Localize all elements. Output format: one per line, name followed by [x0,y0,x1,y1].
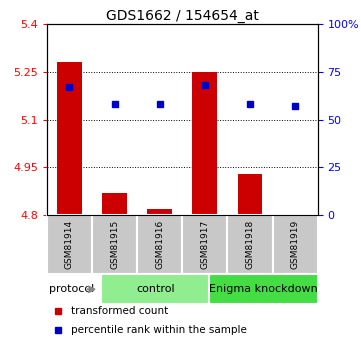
Bar [273,215,318,275]
Title: GDS1662 / 154654_at: GDS1662 / 154654_at [106,9,259,23]
Bar [102,193,127,215]
Bar [209,275,318,304]
Bar [227,215,273,275]
Text: GSM81916: GSM81916 [155,220,164,269]
Text: percentile rank within the sample: percentile rank within the sample [71,325,247,335]
Bar [101,275,209,304]
Bar [92,215,137,275]
Text: transformed count: transformed count [71,306,169,316]
Text: GSM81915: GSM81915 [110,220,119,269]
Text: protocol: protocol [49,284,94,294]
Bar [57,62,82,215]
Text: GSM81919: GSM81919 [291,220,300,269]
Bar [137,215,182,275]
Text: GSM81918: GSM81918 [245,220,255,269]
Text: control: control [136,284,174,294]
Bar [147,209,172,215]
Text: GSM81914: GSM81914 [65,220,74,269]
Text: GSM81917: GSM81917 [200,220,209,269]
Bar [192,72,217,215]
Bar [47,215,92,275]
Text: Enigma knockdown: Enigma knockdown [209,284,318,294]
Bar [238,174,262,215]
Bar [182,215,227,275]
